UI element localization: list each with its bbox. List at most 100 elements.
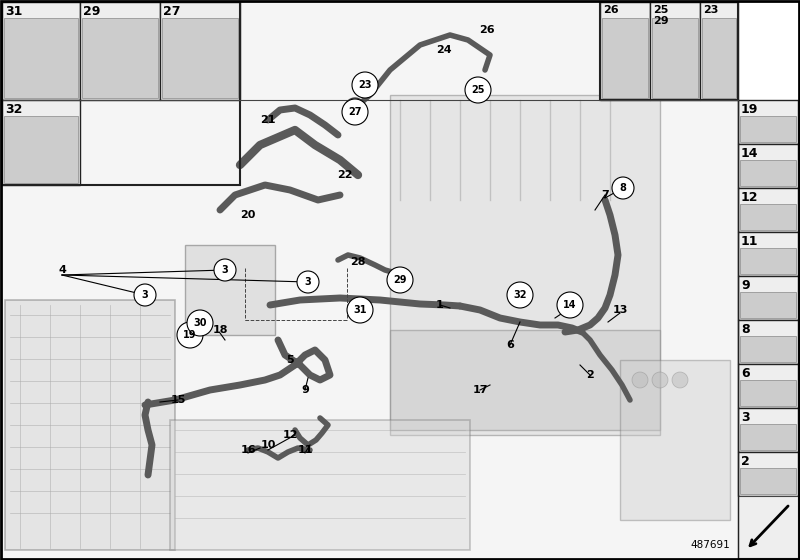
Bar	[740, 204, 796, 230]
Text: 15: 15	[170, 395, 186, 405]
Bar	[740, 116, 796, 142]
Bar	[4, 116, 78, 183]
Bar	[738, 408, 798, 452]
Text: 30: 30	[194, 318, 206, 328]
Bar	[160, 2, 240, 100]
Text: 7: 7	[601, 190, 609, 200]
Circle shape	[612, 177, 634, 199]
Text: 8: 8	[741, 323, 750, 336]
Text: 9: 9	[741, 279, 750, 292]
Bar	[602, 18, 648, 98]
Text: 3: 3	[305, 277, 311, 287]
Bar	[162, 18, 238, 98]
Circle shape	[345, 98, 365, 118]
Text: 31: 31	[5, 5, 22, 18]
Circle shape	[352, 72, 378, 98]
Bar	[82, 18, 158, 98]
Bar	[170, 420, 470, 550]
Text: 16: 16	[240, 445, 256, 455]
Circle shape	[347, 297, 373, 323]
Circle shape	[507, 282, 533, 308]
Text: 12: 12	[282, 430, 298, 440]
Text: 26: 26	[603, 5, 618, 15]
Bar	[740, 292, 796, 318]
Text: 3: 3	[222, 265, 228, 275]
Text: 32: 32	[514, 290, 526, 300]
Bar	[2, 100, 80, 185]
Text: 9: 9	[301, 385, 309, 395]
Text: 12: 12	[741, 191, 758, 204]
Circle shape	[297, 271, 319, 293]
Bar	[702, 18, 736, 98]
Text: 32: 32	[5, 103, 22, 116]
Circle shape	[214, 259, 236, 281]
Text: 487691: 487691	[690, 540, 730, 550]
Text: 6: 6	[741, 367, 750, 380]
Text: 22: 22	[338, 170, 353, 180]
Bar	[2, 2, 240, 185]
Bar	[185, 245, 275, 335]
Text: 29: 29	[394, 275, 406, 285]
Bar	[600, 2, 650, 100]
Text: 3: 3	[741, 411, 750, 424]
Bar	[738, 232, 798, 276]
Bar	[390, 95, 660, 435]
Text: 19: 19	[183, 330, 197, 340]
Text: 13: 13	[612, 305, 628, 315]
Bar	[652, 18, 698, 98]
Bar	[738, 496, 798, 558]
Circle shape	[387, 267, 413, 293]
Text: 18: 18	[212, 325, 228, 335]
Bar	[738, 144, 798, 188]
Text: 17: 17	[472, 385, 488, 395]
Text: 21: 21	[260, 115, 276, 125]
Circle shape	[652, 372, 668, 388]
Bar	[738, 364, 798, 408]
Bar	[2, 2, 80, 100]
Circle shape	[672, 372, 688, 388]
Text: 8: 8	[619, 183, 626, 193]
Bar	[740, 424, 796, 450]
Bar	[650, 2, 700, 100]
Text: 5: 5	[286, 355, 294, 365]
Text: 2: 2	[741, 455, 750, 468]
Bar	[600, 2, 738, 100]
Bar	[4, 18, 78, 98]
Bar	[80, 2, 160, 100]
Text: 19: 19	[741, 103, 758, 116]
Text: 2: 2	[586, 370, 594, 380]
Circle shape	[632, 372, 648, 388]
Text: 25
29: 25 29	[653, 5, 669, 26]
Text: 20: 20	[240, 210, 256, 220]
Text: 1: 1	[436, 300, 444, 310]
Bar	[390, 330, 660, 430]
Circle shape	[134, 284, 156, 306]
Bar	[740, 160, 796, 186]
Bar	[740, 468, 796, 494]
Bar	[740, 248, 796, 274]
Text: 14: 14	[563, 300, 577, 310]
Bar	[740, 380, 796, 406]
Text: 4: 4	[58, 265, 66, 275]
Text: 14: 14	[741, 147, 758, 160]
Circle shape	[342, 99, 368, 125]
Bar	[5, 300, 175, 550]
Text: 31: 31	[354, 305, 366, 315]
Text: 24: 24	[436, 45, 452, 55]
Text: 26: 26	[479, 25, 495, 35]
Bar	[738, 320, 798, 364]
Text: 28: 28	[350, 257, 366, 267]
Bar	[700, 2, 738, 100]
Circle shape	[187, 310, 213, 336]
Text: 27: 27	[163, 5, 181, 18]
Circle shape	[557, 292, 583, 318]
Circle shape	[177, 322, 203, 348]
Circle shape	[465, 77, 491, 103]
Text: 6: 6	[506, 340, 514, 350]
Bar	[620, 360, 730, 520]
Text: 25: 25	[471, 85, 485, 95]
Bar	[740, 336, 796, 362]
Text: 23: 23	[358, 80, 372, 90]
Text: 11: 11	[741, 235, 758, 248]
Bar	[738, 276, 798, 320]
